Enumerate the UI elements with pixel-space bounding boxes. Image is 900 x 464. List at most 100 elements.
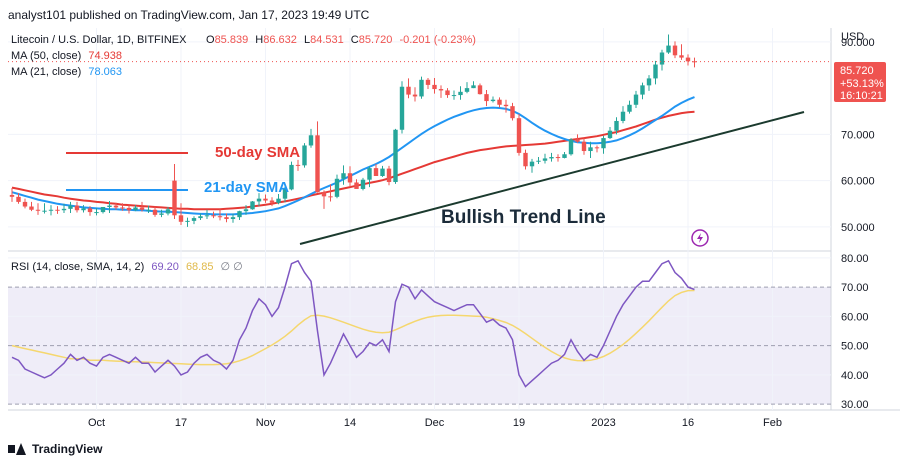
- last-price-tag-bg: [834, 62, 886, 102]
- candle-body: [399, 86, 405, 130]
- candle-body: [178, 215, 184, 222]
- candle-body: [100, 206, 106, 213]
- candle-body: [354, 182, 359, 189]
- footer: TradingView: [8, 440, 102, 458]
- candle-body: [276, 198, 281, 203]
- rsi-value: 69.20: [151, 261, 179, 273]
- candle-body: [22, 201, 28, 207]
- low-label: L: [304, 34, 310, 46]
- candle-body: [152, 209, 158, 215]
- time-tick-label: Oct: [88, 417, 105, 429]
- rsi-tick-label: 60.00: [841, 311, 869, 323]
- candle-body: [432, 84, 437, 90]
- candle-body: [516, 118, 522, 153]
- candle-body: [607, 130, 613, 139]
- candle-body: [529, 161, 535, 167]
- clock-alert-ring: [691, 229, 709, 247]
- legend-ma50: MA (50, close) 74.938: [11, 50, 122, 62]
- candle-body: [451, 95, 457, 97]
- currency-label: USD: [841, 31, 864, 43]
- candle-body: [568, 139, 574, 155]
- candle-body: [588, 147, 593, 152]
- candle-body: [620, 111, 626, 121]
- candle-body: [107, 205, 112, 207]
- candle-body: [386, 168, 392, 183]
- candle-body: [159, 213, 164, 215]
- candle-body: [185, 220, 190, 222]
- candle-body: [555, 157, 561, 159]
- candle-body: [250, 201, 255, 210]
- candle-body: [321, 192, 327, 197]
- rsi-line: [11, 259, 695, 388]
- rsi-tick-label: 70.00: [841, 282, 869, 294]
- candle-body: [601, 138, 606, 149]
- candle-body: [308, 135, 314, 146]
- axis-layer: 90.000 70.000 60.000 50.000 80.00 70.00 60.00 5…: [88, 37, 875, 429]
- candle-body: [334, 178, 340, 197]
- ma21-line: [11, 96, 695, 216]
- candle-body: [659, 52, 665, 65]
- price-tick-label: 70.000: [841, 129, 875, 141]
- candle-body: [269, 200, 275, 203]
- ma21-label: MA (21, close): [11, 66, 81, 78]
- rsi-tick-label: 40.00: [841, 370, 869, 382]
- candle-layer: [9, 34, 697, 227]
- candle-body: [627, 104, 632, 112]
- high-label: H: [255, 34, 263, 46]
- candle-body: [445, 90, 450, 96]
- candle-body: [81, 208, 86, 211]
- time-tick-label: Dec: [425, 417, 445, 429]
- candle-body: [256, 198, 262, 202]
- candle-body: [191, 218, 197, 221]
- candle-body: [484, 94, 489, 102]
- price-pane-bg: [8, 28, 831, 250]
- time-tick-label: Nov: [256, 417, 276, 429]
- candle-body: [367, 168, 372, 180]
- candle-body: [55, 209, 60, 211]
- ma50-value: 74.938: [88, 50, 122, 62]
- candle-body: [243, 209, 249, 212]
- candle-body: [471, 85, 476, 89]
- clock-alert-icon[interactable]: [691, 229, 709, 247]
- price-tick-label: 90.000: [841, 37, 875, 49]
- rsi-band: [8, 287, 831, 405]
- candle-body: [406, 86, 411, 95]
- rsi-layer: [11, 259, 695, 388]
- time-tick-label: 16: [682, 417, 694, 429]
- price-tick-label: 50.000: [841, 222, 875, 234]
- candle-body: [562, 154, 567, 158]
- trend-line-annotation: Bullish Trend Line: [441, 207, 606, 228]
- legend-rsi: RSI (14, close, SMA, 14, 2) 69.20 68.85 …: [11, 261, 243, 273]
- footer-brand: TradingView: [32, 442, 103, 456]
- candle-body: [29, 206, 34, 210]
- close-label: C: [351, 34, 359, 46]
- candle-body: [198, 216, 203, 219]
- open-value: 85.839: [215, 34, 249, 46]
- candle-body: [672, 45, 678, 56]
- candle-body: [464, 88, 470, 92]
- candle-body: [393, 129, 398, 183]
- sma21-annotation: 21-day SMA: [204, 179, 289, 196]
- legend-ma21: MA (21, close) 78.063: [11, 66, 122, 78]
- rsi-guides: [8, 257, 831, 405]
- candle-body: [48, 209, 54, 211]
- candle-body: [490, 99, 496, 102]
- ma21-value: 78.063: [88, 66, 122, 78]
- visibility-icons[interactable]: ∅ ∅: [221, 261, 243, 273]
- moving-average-layer: [11, 96, 695, 216]
- candle-body: [536, 160, 541, 162]
- candle-body: [16, 196, 21, 202]
- clock-alert-bolt: [697, 233, 703, 243]
- candle-body: [581, 141, 587, 152]
- candle-body: [42, 210, 47, 212]
- candle-body: [685, 57, 691, 62]
- candle-body: [458, 91, 463, 96]
- candle-body: [412, 94, 418, 97]
- candle-body: [230, 217, 236, 220]
- candle-body: [120, 207, 125, 209]
- annotation-layer: [66, 111, 805, 245]
- last-price-change: +53.13%: [840, 78, 884, 90]
- candle-body: [126, 207, 132, 211]
- ma50-line: [11, 110, 695, 211]
